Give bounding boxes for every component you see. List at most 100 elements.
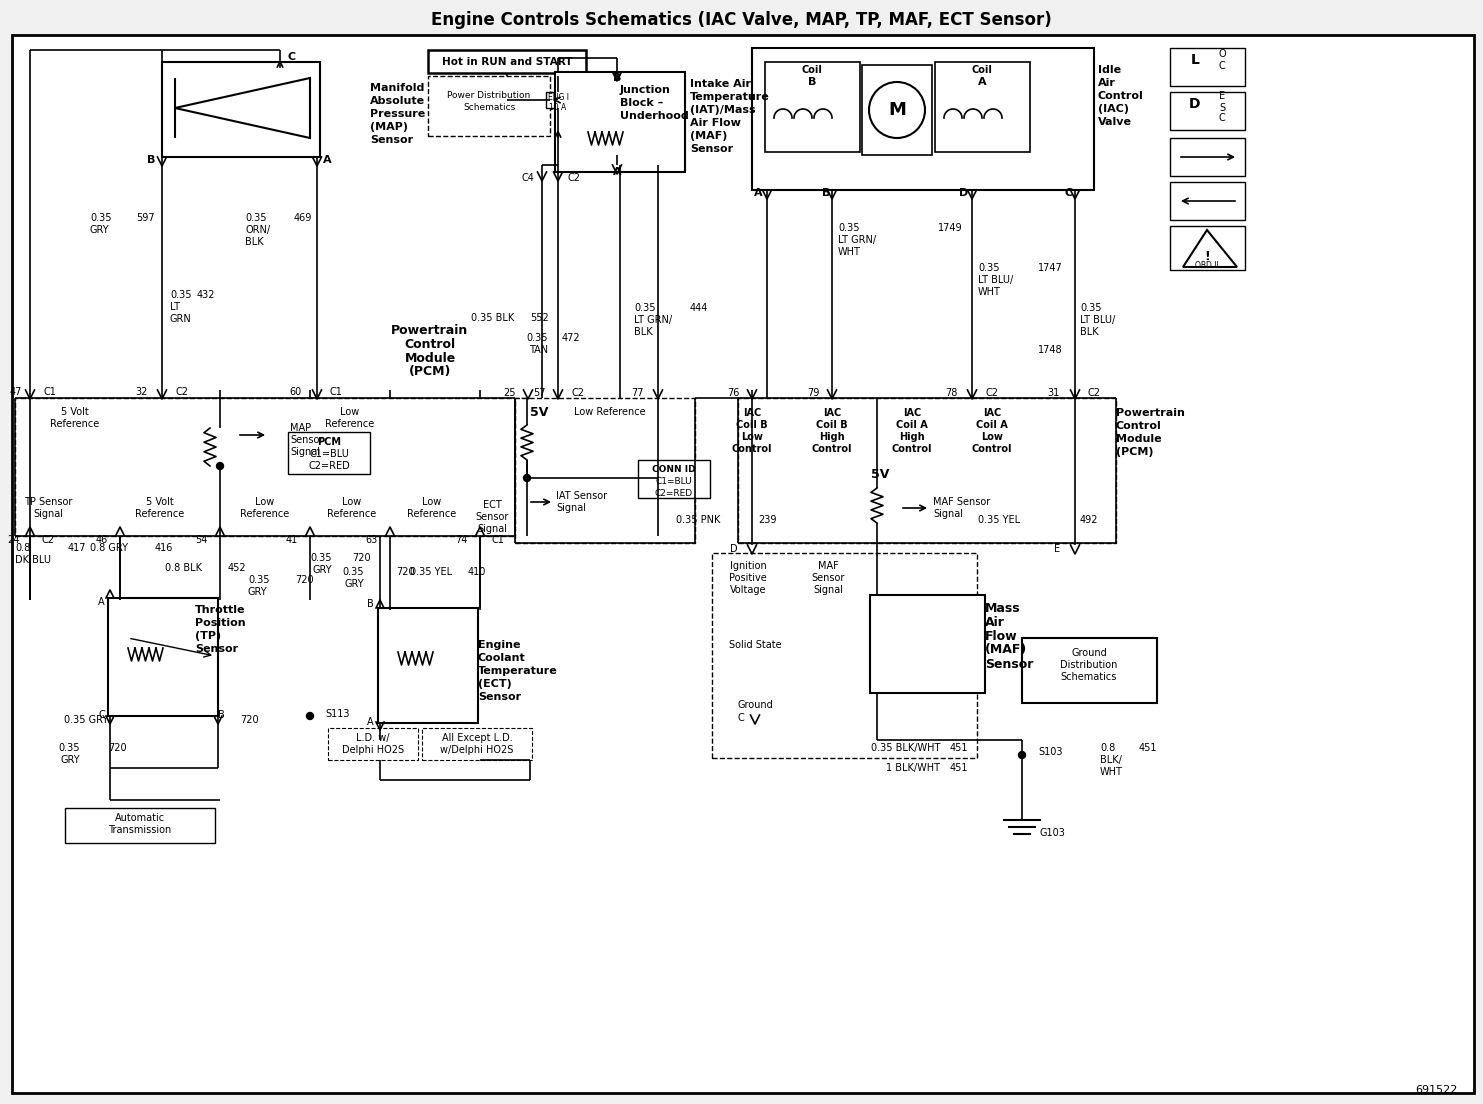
Text: BLK: BLK <box>245 237 264 247</box>
Text: Valve: Valve <box>1097 117 1132 127</box>
Text: Coil: Coil <box>802 65 823 75</box>
Text: 552: 552 <box>529 314 549 323</box>
Text: IAC: IAC <box>903 408 921 418</box>
Text: 410: 410 <box>469 567 486 577</box>
Text: (ECT): (ECT) <box>478 679 512 689</box>
Text: Signal: Signal <box>813 585 842 595</box>
Text: Schematics: Schematics <box>463 104 515 113</box>
Text: 1749: 1749 <box>939 223 962 233</box>
Text: 451: 451 <box>951 743 968 753</box>
Text: Low: Low <box>343 497 362 507</box>
Text: Position: Position <box>194 618 246 628</box>
Text: 0.35 PNK: 0.35 PNK <box>676 514 721 526</box>
Text: B: B <box>822 188 830 198</box>
Text: Ground: Ground <box>1071 648 1106 658</box>
Text: GRY: GRY <box>61 755 80 765</box>
Bar <box>862 65 931 155</box>
Circle shape <box>869 82 925 138</box>
Bar <box>739 399 1117 543</box>
Text: 416: 416 <box>156 543 174 553</box>
Bar <box>328 728 418 760</box>
Text: A: A <box>368 716 374 728</box>
Text: Engine: Engine <box>478 640 521 650</box>
Circle shape <box>217 463 224 469</box>
Text: Ground: Ground <box>737 700 773 710</box>
Text: Coil: Coil <box>971 65 992 75</box>
Polygon shape <box>1183 230 1237 267</box>
Text: 54: 54 <box>196 535 208 545</box>
Text: Module: Module <box>405 351 455 364</box>
Text: Engine Controls Schematics (IAC Valve, MAP, TP, MAF, ECT Sensor): Engine Controls Schematics (IAC Valve, M… <box>430 11 1051 29</box>
Text: Control: Control <box>891 444 933 454</box>
Text: Sensor: Sensor <box>291 435 323 445</box>
Text: Signal: Signal <box>291 447 320 457</box>
Text: Control: Control <box>405 338 455 350</box>
Text: Control: Control <box>1097 91 1143 100</box>
Text: 0.35: 0.35 <box>90 213 111 223</box>
Text: Sensor: Sensor <box>811 573 845 583</box>
Text: 720: 720 <box>396 567 415 577</box>
Bar <box>515 399 696 543</box>
Text: IAT Sensor: IAT Sensor <box>556 491 607 501</box>
Text: 417: 417 <box>68 543 86 553</box>
Text: 76: 76 <box>728 388 740 399</box>
Text: 1747: 1747 <box>1038 263 1063 273</box>
Text: Coil A: Coil A <box>976 420 1008 429</box>
Text: 720: 720 <box>108 743 126 753</box>
Text: LT BLU/: LT BLU/ <box>977 275 1013 285</box>
Text: Reference: Reference <box>240 509 289 519</box>
Text: 79: 79 <box>808 388 820 399</box>
Text: ECT: ECT <box>482 500 501 510</box>
Text: Voltage: Voltage <box>730 585 767 595</box>
Bar <box>429 76 550 136</box>
Bar <box>108 598 218 716</box>
Text: G103: G103 <box>1040 828 1066 838</box>
Text: C: C <box>737 713 744 723</box>
Text: Low: Low <box>255 497 274 507</box>
Bar <box>15 399 529 537</box>
Text: TP Sensor: TP Sensor <box>24 497 73 507</box>
Text: E: E <box>1054 544 1060 554</box>
Text: GRY: GRY <box>313 565 332 575</box>
Text: Ignition: Ignition <box>730 561 767 571</box>
Text: C1=BLU: C1=BLU <box>308 449 349 459</box>
Text: Sensor: Sensor <box>690 144 733 153</box>
Text: 239: 239 <box>758 514 777 526</box>
Text: C2: C2 <box>175 388 188 397</box>
Text: OBD II: OBD II <box>1195 262 1219 270</box>
Text: 1748: 1748 <box>1038 344 1063 355</box>
Text: 469: 469 <box>294 213 311 223</box>
Text: C: C <box>1065 188 1074 198</box>
Text: Powertrain: Powertrain <box>1117 408 1185 418</box>
Text: Solid State: Solid State <box>728 640 782 650</box>
Text: Low Reference: Low Reference <box>574 407 645 417</box>
Text: MAP: MAP <box>291 423 311 433</box>
Text: Distribution: Distribution <box>1060 660 1118 670</box>
Text: 0.35: 0.35 <box>245 213 267 223</box>
Text: w/Delphi HO2S: w/Delphi HO2S <box>440 745 513 755</box>
Text: 0.35: 0.35 <box>343 567 363 577</box>
Text: PCM: PCM <box>317 437 341 447</box>
Text: 720: 720 <box>351 553 371 563</box>
Text: 0.35: 0.35 <box>1080 302 1102 314</box>
Text: S113: S113 <box>325 709 350 719</box>
Text: S: S <box>1219 103 1225 113</box>
Text: GRY: GRY <box>90 225 110 235</box>
Text: GRY: GRY <box>344 578 363 590</box>
Text: LT BLU/: LT BLU/ <box>1080 315 1115 325</box>
Text: Air: Air <box>985 616 1005 628</box>
Text: 597: 597 <box>136 213 156 223</box>
Text: (IAC): (IAC) <box>1097 104 1129 114</box>
Text: IAC: IAC <box>983 408 1001 418</box>
Text: CONN ID: CONN ID <box>653 466 696 475</box>
Text: High: High <box>899 432 925 442</box>
Text: C2: C2 <box>572 388 584 399</box>
Text: Delphi HO2S: Delphi HO2S <box>343 745 403 755</box>
Text: O: O <box>1218 49 1226 59</box>
Text: 0.35 GRY: 0.35 GRY <box>64 715 108 725</box>
Text: (MAF): (MAF) <box>985 644 1028 657</box>
Text: 472: 472 <box>562 333 581 343</box>
Text: 0.35 BLK: 0.35 BLK <box>470 314 515 323</box>
Bar <box>1170 138 1246 176</box>
Text: Reference: Reference <box>328 509 377 519</box>
